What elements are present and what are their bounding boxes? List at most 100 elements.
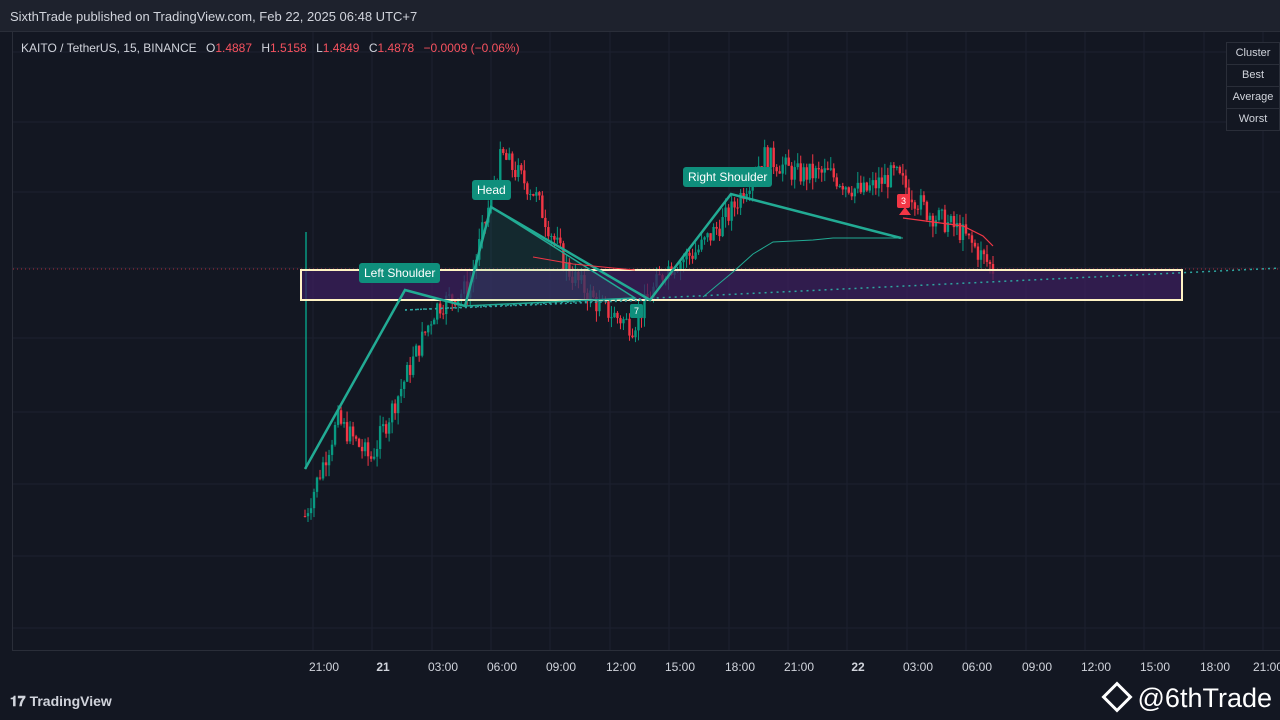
left-shoulder-label: Left Shoulder bbox=[359, 263, 441, 283]
candle-body bbox=[700, 239, 703, 250]
candle-body bbox=[895, 166, 899, 168]
candle-body bbox=[727, 207, 730, 221]
candle-body bbox=[814, 168, 817, 179]
x-tick: 12:00 bbox=[605, 660, 637, 674]
x-tick: 15:00 bbox=[1139, 660, 1171, 674]
candle-body bbox=[423, 331, 427, 333]
candle-body bbox=[979, 250, 983, 260]
high-value: 1.5158 bbox=[270, 41, 307, 55]
candle-body bbox=[363, 442, 367, 452]
candle-body bbox=[748, 190, 751, 194]
candle-body bbox=[372, 456, 376, 459]
support-zone bbox=[300, 269, 1183, 301]
candle-body bbox=[345, 422, 349, 442]
candle-body bbox=[607, 301, 610, 318]
candle-body bbox=[730, 201, 733, 221]
candle-body bbox=[559, 237, 562, 244]
candle-body bbox=[691, 255, 694, 259]
candle-body bbox=[426, 325, 430, 333]
candle-body bbox=[775, 167, 778, 172]
candle-body bbox=[393, 403, 397, 414]
candle-body bbox=[405, 365, 409, 382]
candle-body bbox=[703, 237, 706, 240]
x-tick: 03:00 bbox=[427, 660, 459, 674]
candle-body bbox=[868, 185, 872, 191]
candle-body bbox=[733, 201, 736, 208]
x-tick: 18:00 bbox=[1199, 660, 1231, 674]
neckline bbox=[404, 267, 1280, 311]
candle-body bbox=[366, 442, 370, 457]
candle-body bbox=[991, 263, 995, 274]
price-chart[interactable] bbox=[13, 32, 1280, 680]
candle-body bbox=[907, 187, 911, 200]
candle-body bbox=[511, 153, 514, 170]
candle-body bbox=[318, 477, 322, 479]
upper-band bbox=[532, 256, 636, 271]
candle-body bbox=[721, 217, 724, 237]
candle-body bbox=[643, 294, 646, 319]
candle-body bbox=[718, 228, 721, 237]
candle-body bbox=[970, 235, 974, 243]
candle-body bbox=[958, 223, 962, 240]
candle-body bbox=[715, 226, 718, 229]
candle-body bbox=[538, 192, 541, 196]
candle-body bbox=[481, 222, 484, 240]
candle-body bbox=[943, 209, 947, 232]
candle-body bbox=[622, 319, 625, 324]
average-row: Average bbox=[1227, 87, 1279, 109]
candle-body bbox=[529, 194, 532, 196]
tradingview-logo[interactable]: 𝟏𝟕 TradingView bbox=[10, 693, 112, 710]
candle-body bbox=[526, 183, 529, 195]
chart-grid bbox=[13, 32, 1280, 680]
tradingview-brand: TradingView bbox=[29, 693, 112, 709]
pattern-zigzag bbox=[303, 192, 902, 470]
candle-body bbox=[688, 252, 691, 256]
time-axis[interactable]: 21:00 21 03:00 06:00 09:00 12:00 15:00 1… bbox=[12, 650, 1280, 681]
x-tick: 06:00 bbox=[486, 660, 518, 674]
candle-body bbox=[799, 163, 802, 182]
neckline-left bbox=[404, 299, 651, 311]
x-tick: 09:00 bbox=[545, 660, 577, 674]
candle-body bbox=[457, 298, 460, 306]
candle-body bbox=[871, 180, 875, 186]
candle-body bbox=[766, 147, 769, 169]
candle-body bbox=[913, 202, 917, 209]
candle-body bbox=[631, 335, 634, 338]
chart-area[interactable]: KAITO / TetherUS, 15, BINANCE O1.4887 H1… bbox=[12, 32, 1280, 680]
candle-body bbox=[369, 456, 373, 459]
candle-body bbox=[360, 446, 364, 452]
candle-body bbox=[544, 217, 547, 228]
candle-body bbox=[724, 207, 727, 218]
x-tick: 09:00 bbox=[1021, 660, 1053, 674]
candle-body bbox=[817, 168, 820, 170]
candle-body bbox=[505, 152, 508, 160]
upper-band bbox=[902, 217, 994, 247]
candle-body bbox=[303, 516, 307, 517]
candle-body bbox=[517, 165, 520, 178]
candle-body bbox=[865, 182, 869, 191]
candle-body bbox=[739, 193, 742, 208]
candle-body bbox=[823, 168, 826, 173]
candle-body bbox=[508, 153, 511, 160]
candle-body bbox=[973, 242, 977, 247]
candle-body bbox=[901, 173, 905, 176]
candle-body bbox=[883, 175, 887, 184]
candle-body bbox=[484, 222, 487, 224]
candle-body bbox=[898, 166, 902, 174]
candle-body bbox=[429, 324, 433, 326]
candle-body bbox=[937, 210, 941, 221]
candle-body bbox=[435, 303, 439, 320]
candle-body bbox=[502, 149, 505, 153]
candle-body bbox=[541, 195, 544, 218]
candle-body bbox=[390, 403, 394, 423]
candle-body bbox=[685, 252, 688, 260]
x-tick: 06:00 bbox=[961, 660, 993, 674]
candle-body bbox=[417, 345, 421, 356]
candle-body bbox=[339, 410, 343, 424]
candle-body bbox=[595, 297, 598, 312]
low-value: 1.4849 bbox=[322, 41, 360, 55]
candle-body bbox=[613, 312, 616, 318]
candle-body bbox=[354, 436, 358, 439]
candle-body bbox=[790, 165, 793, 180]
candle-body bbox=[556, 237, 559, 240]
